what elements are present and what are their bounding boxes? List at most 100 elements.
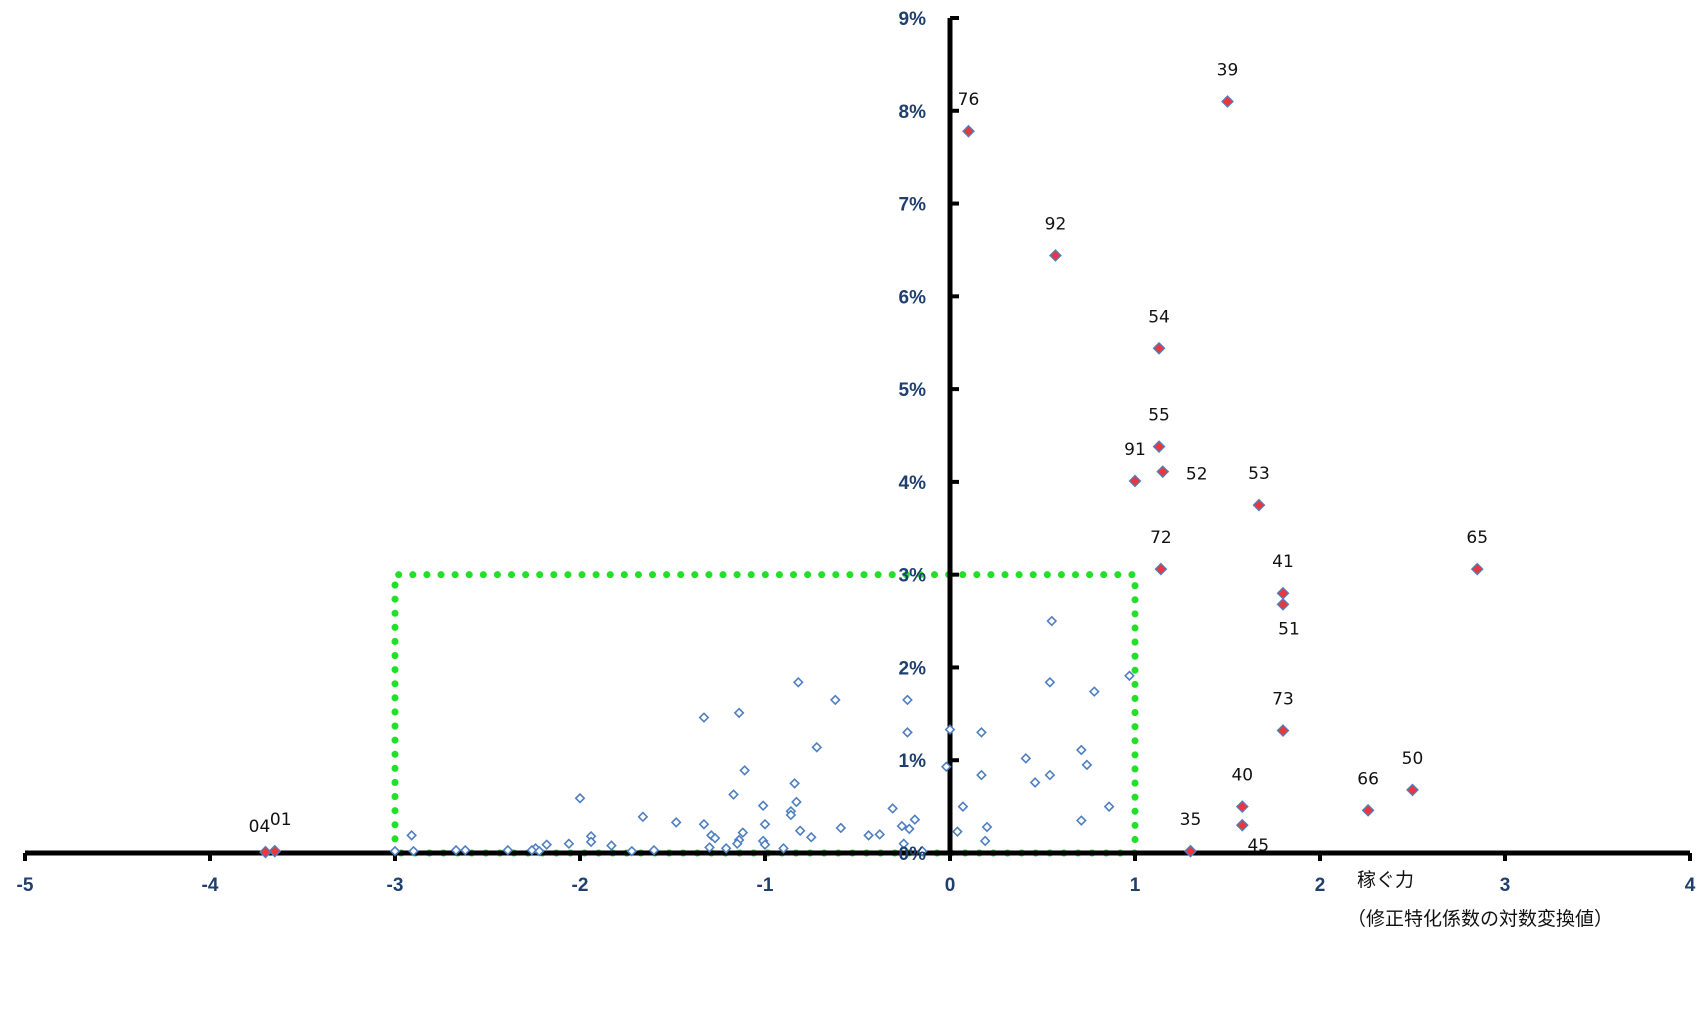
labeled-point-76 [962,124,975,138]
data-point [728,789,739,800]
data-point [1076,744,1087,756]
labeled-point-91 [1128,474,1142,488]
x-tick-label: 2 [1315,875,1326,896]
x-axis-title-line2: （修正特化係数の対数変換値） [1347,908,1613,930]
data-point [976,727,987,738]
point-label-52: 52 [1186,465,1208,485]
data-point [778,843,789,854]
labeled-point-53 [1252,498,1266,512]
data-point [648,844,660,856]
data-point [757,800,769,812]
labeled-point-50 [1406,783,1419,797]
data-point [1046,615,1058,627]
labeled-point-52 [1156,465,1170,479]
data-point [1029,777,1041,788]
data-point [794,825,806,837]
point-label-39: 39 [1217,61,1239,81]
data-point [903,823,915,835]
point-label-35: 35 [1180,810,1202,830]
labeled-point-35 [1184,844,1197,858]
data-point [1044,769,1056,781]
data-point [979,835,991,847]
point-label-50: 50 [1402,749,1424,769]
data-point [541,839,553,850]
data-point [526,844,538,856]
data-point [585,836,597,848]
data-point [389,845,401,857]
data-point [626,845,638,857]
data-point [1081,759,1093,771]
point-label-54: 54 [1148,307,1170,327]
data-point [704,842,715,853]
labeled-point-39 [1221,95,1234,108]
labeled-point-45 [1235,818,1249,832]
y-tick-label: 7% [899,195,927,216]
data-point [502,844,514,856]
data-point [909,814,921,825]
x-tick-label: 4 [1685,875,1696,896]
data-point [791,796,802,808]
data-point [887,803,898,814]
data-point [606,840,617,851]
data-point [940,761,952,773]
y-tick-label: 3% [899,566,927,587]
data-point [698,818,710,830]
labeled-point-72 [1154,562,1168,576]
data-point [916,845,928,857]
y-tick-label: 8% [899,102,927,123]
data-point [898,838,910,850]
x-tick-label: -1 [757,875,774,896]
labeled-point-01 [268,844,282,858]
data-point [805,831,817,843]
highlight-box [391,571,1139,857]
data-point [902,727,913,738]
labeled-point-54 [1152,341,1166,355]
labeled-point-55 [1152,440,1166,454]
data-point [874,829,886,840]
data-point [902,694,913,706]
data-point [785,809,797,821]
axes-layer [23,16,1692,861]
x-tick-label: 3 [1500,875,1511,896]
tick-labels-layer: -5 -4 -3 -2 -1 0 1 2 3 40%1%2%3%4%5%6%7%8%9% [17,9,1696,896]
labeled-point-40 [1235,800,1249,814]
labeled-point-51 [1276,597,1290,611]
x-tick-label: -5 [17,875,34,896]
point-label-72: 72 [1150,528,1172,548]
other-points-layer [389,615,1135,857]
data-point [863,830,874,841]
data-point [944,724,956,735]
point-label-45: 45 [1247,836,1269,856]
data-point [1088,686,1100,697]
point-label-76: 76 [958,90,980,110]
data-point [952,826,963,837]
labeled-point-92 [1049,249,1062,262]
y-tick-label: 9% [899,9,927,30]
data-point [1020,753,1032,764]
point-label-04: 04 [249,817,271,837]
data-point [957,801,969,812]
data-point [1076,815,1087,826]
labeled-point-04 [259,845,272,859]
point-label-55: 55 [1148,406,1170,426]
labeled-point-65 [1470,562,1484,576]
data-point [459,844,471,856]
point-label-91: 91 [1124,440,1146,460]
y-tick-label: 6% [899,287,927,308]
x-tick-label: -4 [202,875,219,896]
point-label-53: 53 [1248,464,1270,484]
data-point [731,838,743,850]
y-tick-label: 0% [899,844,927,865]
data-point [406,830,417,841]
point-label-01: 01 [270,810,292,830]
data-point [408,845,419,857]
x-axis-title: 稼ぐ力 [1357,869,1414,891]
labeled-point-66 [1361,803,1375,817]
x-tick-label: 1 [1130,875,1141,896]
data-point [574,792,586,804]
labeled-point-73 [1276,724,1290,737]
data-point [759,818,771,830]
data-point [563,838,575,850]
y-tick-label: 4% [899,473,927,494]
